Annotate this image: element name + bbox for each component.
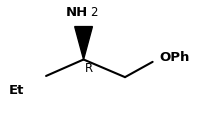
Text: R: R	[85, 62, 93, 75]
Text: OPh: OPh	[160, 51, 190, 64]
Text: NH: NH	[66, 6, 88, 19]
Text: Et: Et	[9, 84, 24, 97]
Text: 2: 2	[91, 6, 98, 19]
Polygon shape	[75, 27, 93, 60]
